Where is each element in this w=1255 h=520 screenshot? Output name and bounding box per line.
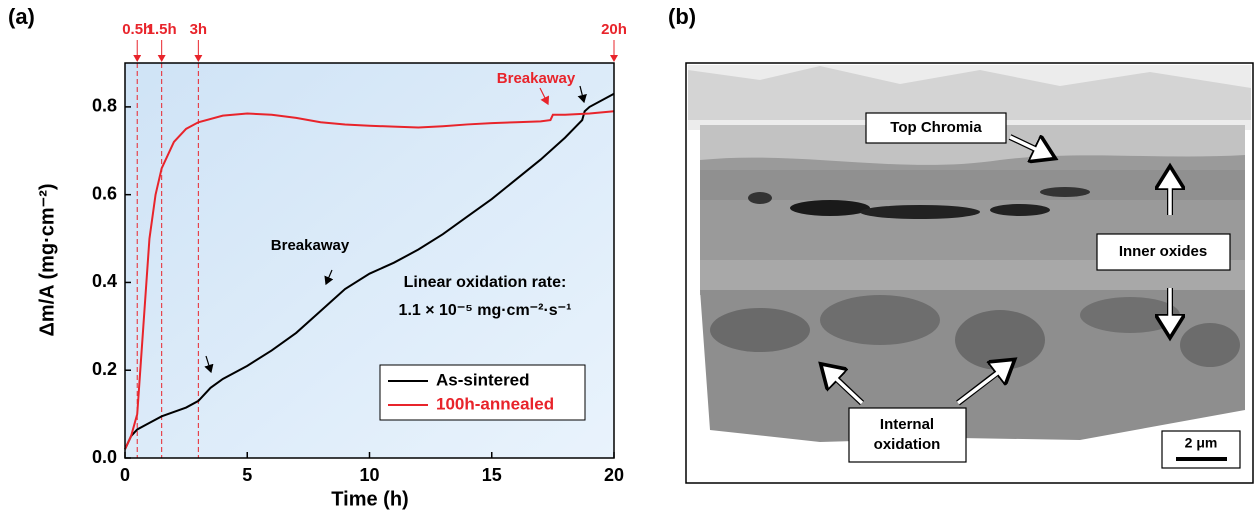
micrograph-label: oxidation	[874, 436, 941, 453]
panel-label: (b)	[668, 4, 696, 29]
y-tick-label: 0.6	[92, 183, 117, 203]
x-tick-label: 20	[604, 465, 624, 485]
marker-label: 20h	[601, 21, 627, 38]
legend	[379, 364, 586, 421]
series-line	[124, 110, 615, 450]
micrograph-label: Top Chromia	[890, 119, 982, 136]
marker-label: 0.5h	[122, 21, 152, 38]
legend-label: 100h-annealed	[436, 394, 554, 413]
arrow	[956, 366, 1006, 405]
y-tick-label: 0.0	[92, 447, 117, 467]
annotation: Breakaway	[271, 237, 350, 254]
arrow	[1009, 135, 1051, 158]
micrograph-label: Inner oxides	[1119, 243, 1207, 260]
x-tick-label: 10	[359, 465, 379, 485]
series-line	[124, 92, 615, 450]
annotation: 1.1 × 10⁻⁵ mg·cm⁻²·s⁻¹	[399, 302, 572, 319]
scale-bar-box	[1161, 430, 1241, 469]
x-axis-label: Time (h)	[331, 488, 408, 510]
y-tick-label: 0.2	[92, 359, 117, 379]
annotation-arrow	[577, 85, 587, 104]
label-box	[848, 407, 967, 463]
label-box	[1096, 233, 1231, 271]
annotation-arrow	[204, 355, 214, 374]
panel-label: (a)	[8, 4, 35, 29]
marker-label: 1.5h	[147, 21, 177, 38]
label-box	[865, 112, 1007, 144]
scale-bar-label: 2 μm	[1185, 435, 1218, 451]
micrograph-label: Internal	[880, 416, 934, 433]
annotation: Linear oxidation rate:	[404, 274, 567, 291]
x-tick-label: 5	[242, 465, 252, 485]
x-tick-label: 15	[482, 465, 502, 485]
annotation-arrow	[324, 269, 334, 286]
arrow	[828, 371, 864, 405]
y-tick-label: 0.8	[92, 96, 117, 116]
marker-label: 3h	[190, 21, 208, 38]
legend-label: As-sintered	[436, 370, 530, 389]
y-tick-label: 0.4	[92, 271, 117, 291]
y-axis-label: Δm/A (mg·cm⁻²)	[36, 183, 58, 336]
x-tick-label: 0	[120, 465, 130, 485]
annotation: Breakaway	[497, 70, 576, 87]
annotation-arrow	[539, 87, 550, 106]
